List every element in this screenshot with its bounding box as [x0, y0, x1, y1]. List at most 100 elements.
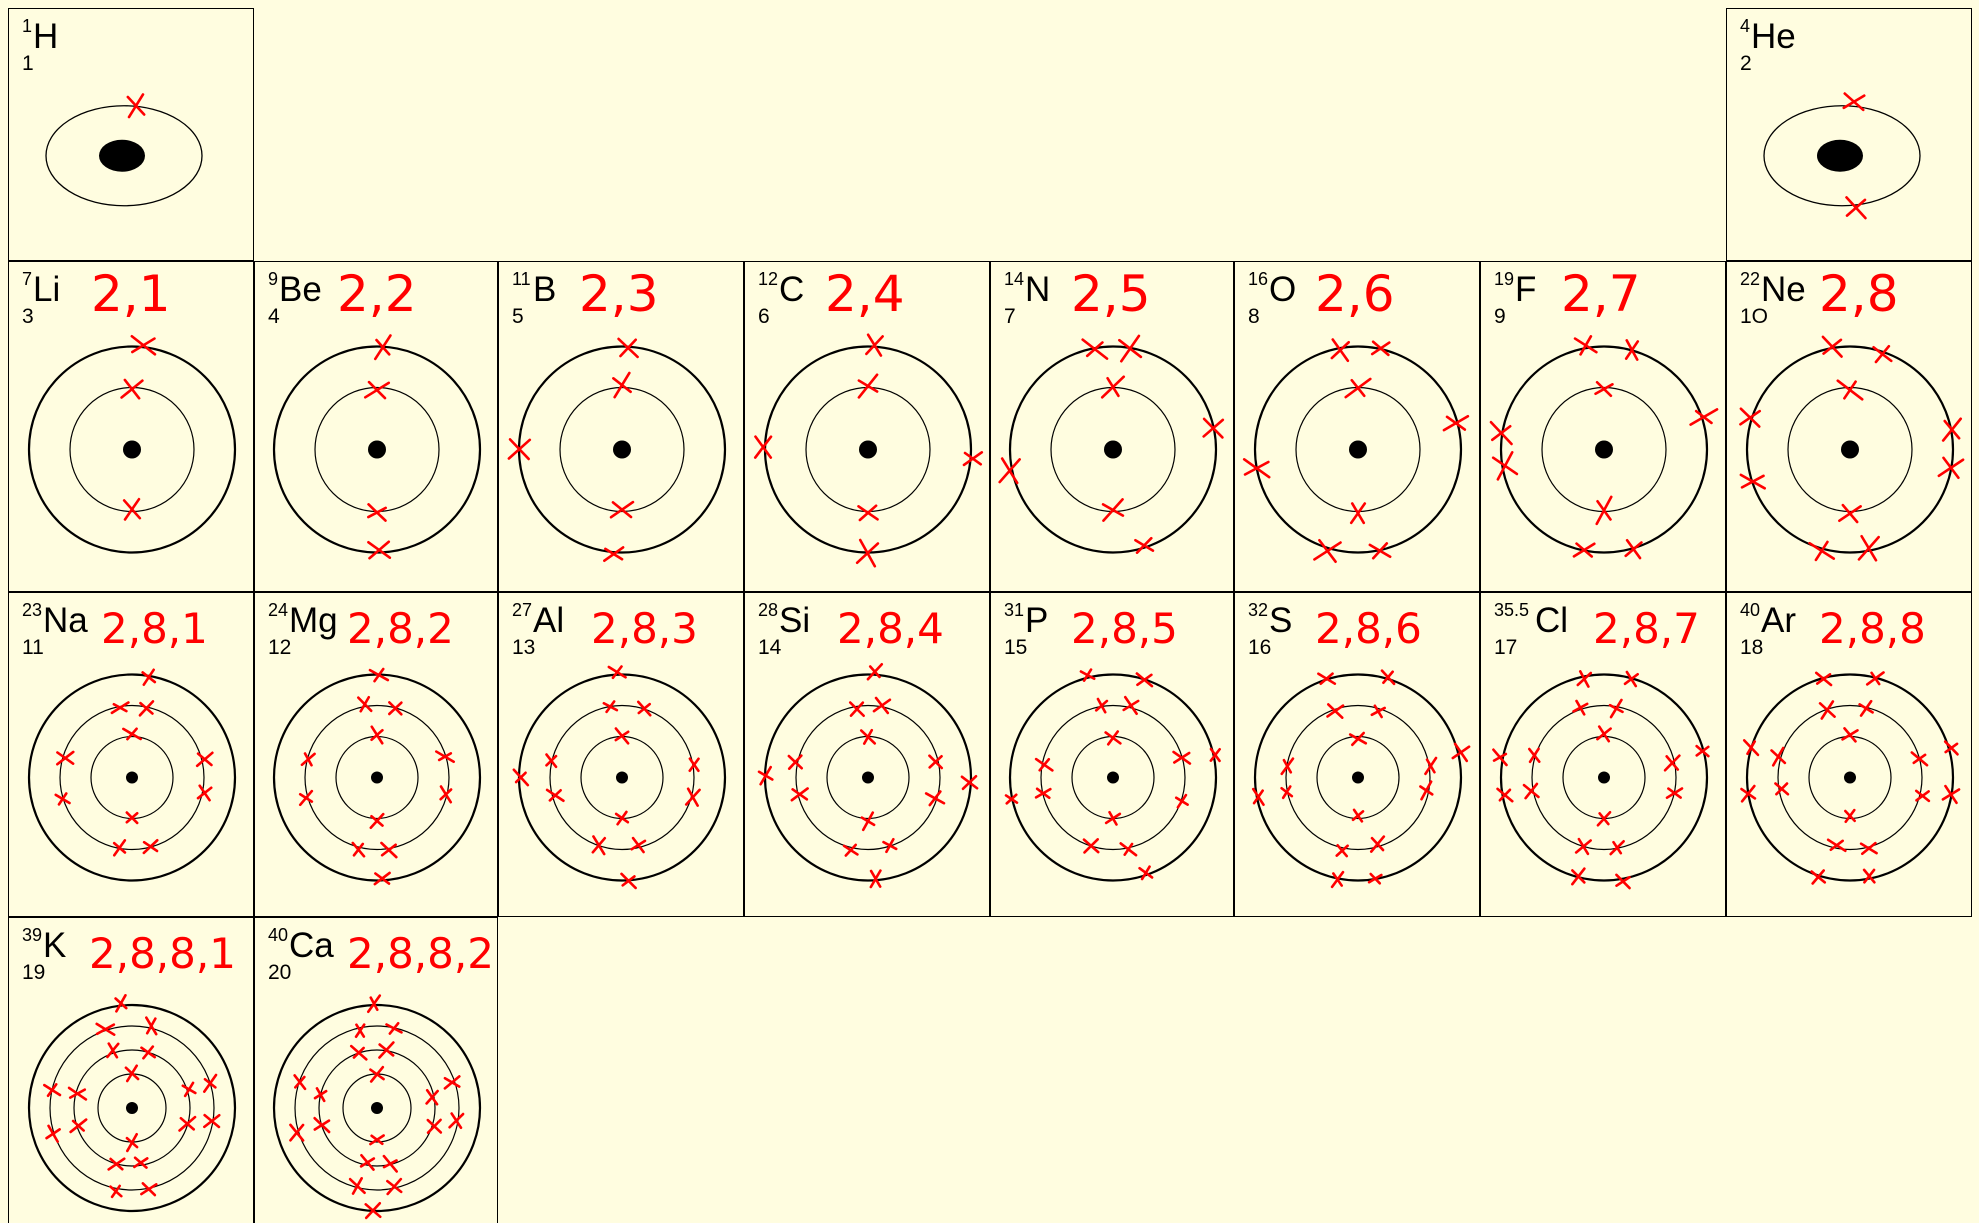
atomic-number: 15 — [1004, 636, 1028, 659]
atomic-number: 17 — [1494, 636, 1518, 659]
bohr-model-diagram — [1763, 92, 1921, 220]
element-cell-be: 9 Be 4 2,2 — [254, 261, 498, 592]
electron-cross-icon — [620, 872, 637, 890]
nucleus — [859, 440, 877, 459]
electron-cross-icon — [1808, 540, 1836, 562]
nucleus — [371, 1102, 383, 1114]
nucleus — [1104, 440, 1122, 459]
electron-cross-icon — [1857, 534, 1880, 562]
nucleus — [126, 1102, 138, 1114]
nucleus — [1841, 440, 1859, 459]
electron-cross-icon — [434, 750, 456, 764]
electron-cross-icon — [443, 1075, 461, 1090]
element-symbol: Cl — [1535, 601, 1569, 640]
electron-configuration: 2,5 — [1071, 265, 1151, 323]
element-cell-ne: 22 Ne 1O 2,8 — [1726, 261, 1972, 592]
electron-cross-icon — [107, 1157, 126, 1171]
electron-cross-icon — [848, 701, 865, 718]
electron-cross-icon — [1335, 844, 1349, 858]
mass-number: 7 — [22, 269, 33, 289]
electron-cross-icon — [1845, 196, 1867, 220]
atomic-number: 18 — [1740, 636, 1764, 659]
electron-cross-icon — [313, 1116, 331, 1134]
bohr-model-diagram — [27, 668, 237, 882]
electron-cross-icon — [1624, 538, 1643, 560]
electron-cross-icon — [1572, 542, 1596, 558]
electron-cross-icon — [1492, 748, 1508, 767]
electron-cross-icon — [349, 1044, 368, 1061]
element-symbol: O — [1269, 270, 1297, 309]
electron-cross-icon — [120, 378, 144, 400]
electron-cross-icon — [1663, 754, 1681, 772]
electron-cross-icon — [1442, 414, 1470, 432]
electron-cross-icon — [612, 371, 632, 399]
electron-shell — [1285, 704, 1431, 851]
electron-cross-icon — [141, 668, 157, 687]
electron-cross-icon — [684, 787, 701, 807]
electron-cross-icon — [368, 667, 390, 683]
electron-configuration: 2,1 — [91, 265, 171, 323]
electron-cross-icon — [1826, 838, 1847, 853]
electron-cross-icon — [1489, 420, 1513, 446]
element-cell-li: 7 Li 3 2,1 — [8, 261, 254, 592]
electron-cross-icon — [1094, 697, 1109, 714]
mass-number: 24 — [268, 600, 289, 620]
electron-cross-icon — [1739, 473, 1766, 490]
element-cell-na: 23 Na 11 2,8,1 — [8, 592, 254, 917]
electron-cross-icon — [122, 727, 142, 741]
bohr-model-diagram — [45, 93, 203, 207]
nucleus — [862, 771, 874, 784]
electron-cross-icon — [1368, 542, 1392, 560]
element-cell-al: 27 Al 13 2,8,3 — [498, 592, 744, 917]
electron-cross-icon — [112, 839, 127, 857]
electron-cross-icon — [1369, 835, 1386, 853]
electron-cross-icon — [1623, 670, 1639, 688]
electron-cross-icon — [300, 752, 316, 767]
element-cell-s: 32 S 16 2,8,6 — [1234, 592, 1480, 917]
electron-cross-icon — [630, 836, 647, 854]
electron-configuration: 2,8,8,2 — [347, 929, 494, 978]
electron-cross-icon — [507, 438, 532, 461]
electron-shell — [27, 673, 237, 882]
electron-shell — [1745, 673, 1955, 882]
electron-cross-icon — [1280, 757, 1295, 776]
electron-configuration: 2,2 — [337, 265, 417, 323]
nucleus — [371, 771, 383, 784]
electron-cross-icon — [960, 774, 979, 791]
nucleus — [368, 440, 386, 459]
bohr-model-diagram — [27, 334, 237, 554]
electron-cross-icon — [382, 1154, 398, 1173]
electron-cross-icon — [1573, 335, 1598, 356]
electron-cross-icon — [1348, 731, 1368, 747]
electron-cross-icon — [1496, 787, 1514, 803]
atomic-number: 6 — [758, 305, 770, 328]
element-cell-cl: 35.5 Cl 17 2,8,7 — [1480, 592, 1726, 917]
electron-cross-icon — [373, 334, 392, 361]
electron-shell — [1787, 386, 1913, 513]
electron-cross-icon — [1280, 785, 1294, 800]
electron-cross-icon — [369, 1065, 385, 1083]
electron-cross-icon — [609, 500, 635, 519]
bohr-model-diagram — [1739, 335, 1965, 562]
electron-cross-icon — [1491, 451, 1519, 481]
element-symbol: P — [1025, 601, 1049, 640]
electron-shell — [1531, 704, 1677, 851]
electron-cross-icon — [1609, 839, 1625, 856]
electron-cross-icon — [1838, 503, 1862, 524]
electron-shell — [795, 704, 941, 851]
electron-cross-icon — [842, 843, 859, 857]
mass-number: 32 — [1248, 600, 1269, 620]
electron-shell — [1763, 105, 1921, 207]
bohr-model-diagram — [1492, 670, 1710, 890]
electron-cross-icon — [1594, 380, 1614, 398]
element-symbol: Be — [279, 270, 322, 309]
electron-shell — [1253, 673, 1463, 882]
atomic-number: 9 — [1494, 305, 1506, 328]
atomic-number: 7 — [1004, 305, 1016, 328]
electron-cross-icon — [142, 838, 159, 855]
electron-cross-icon — [203, 1113, 221, 1129]
electron-cross-icon — [380, 841, 398, 859]
electron-cross-icon — [1101, 498, 1125, 522]
electron-cross-icon — [1034, 757, 1054, 772]
nucleus — [1817, 139, 1863, 172]
